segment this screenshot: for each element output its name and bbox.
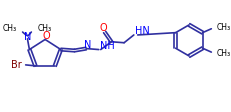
Text: N: N [84,40,91,50]
Text: CH₃: CH₃ [215,23,229,32]
Text: CH₃: CH₃ [37,24,51,33]
Text: CH₃: CH₃ [215,49,229,58]
Text: N: N [24,32,31,42]
Text: HN: HN [134,26,149,36]
Text: O: O [99,23,107,33]
Text: Br: Br [11,60,22,70]
Text: NH: NH [99,41,114,51]
Text: O: O [43,31,50,41]
Text: CH₃: CH₃ [3,24,17,33]
